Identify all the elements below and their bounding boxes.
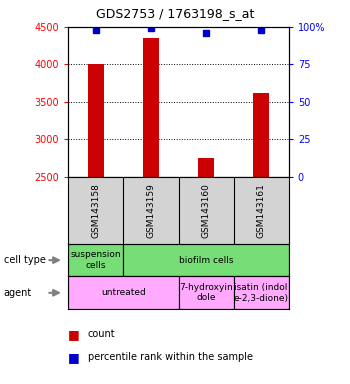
Text: suspension
cells: suspension cells xyxy=(70,250,121,270)
Text: untreated: untreated xyxy=(101,288,146,297)
Text: percentile rank within the sample: percentile rank within the sample xyxy=(88,352,252,362)
Bar xyxy=(123,244,289,276)
Text: GSM143159: GSM143159 xyxy=(146,183,155,238)
Bar xyxy=(198,158,214,177)
Text: ■: ■ xyxy=(68,328,80,341)
Text: GSM143158: GSM143158 xyxy=(91,183,100,238)
Bar xyxy=(143,38,159,177)
Bar xyxy=(68,244,123,276)
Bar xyxy=(253,93,270,177)
Text: 7-hydroxyin
dole: 7-hydroxyin dole xyxy=(179,283,233,303)
Bar xyxy=(234,276,289,309)
Text: biofilm cells: biofilm cells xyxy=(179,256,233,265)
Bar xyxy=(88,64,104,177)
Bar xyxy=(178,276,234,309)
Text: GSM143160: GSM143160 xyxy=(202,183,211,238)
Text: GSM143161: GSM143161 xyxy=(257,183,266,238)
Text: isatin (indol
e-2,3-dione): isatin (indol e-2,3-dione) xyxy=(234,283,289,303)
Text: GDS2753 / 1763198_s_at: GDS2753 / 1763198_s_at xyxy=(96,7,254,20)
Text: ■: ■ xyxy=(68,351,80,364)
Text: cell type: cell type xyxy=(4,255,46,265)
Text: count: count xyxy=(88,329,115,339)
Bar xyxy=(68,276,178,309)
Text: agent: agent xyxy=(4,288,32,298)
